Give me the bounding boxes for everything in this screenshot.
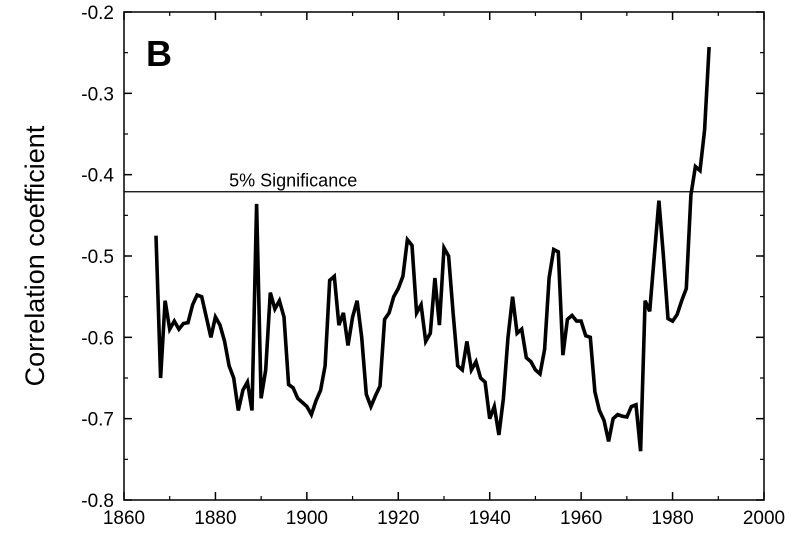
x-tick-label: 2000	[743, 508, 785, 529]
x-tick-label: 1920	[377, 508, 419, 529]
x-tick-label: 1880	[194, 508, 236, 529]
x-tick-label: 1960	[560, 508, 602, 529]
axis-ticks	[123, 11, 765, 501]
y-tick-label: -0.3	[81, 84, 114, 105]
y-tick-label: -0.5	[81, 247, 114, 268]
x-tick-label: 1900	[286, 508, 328, 529]
significance-label: 5% Significance	[229, 171, 357, 191]
y-tick-label: -0.2	[81, 3, 114, 24]
y-tick-label: -0.4	[81, 166, 114, 187]
correlation-series-line	[154, 46, 711, 452]
y-tick-label: -0.8	[81, 491, 114, 512]
x-tick-label: 1940	[469, 508, 511, 529]
x-tick-label: 1860	[103, 508, 145, 529]
tick-labels: 1860 1880 1900 1920 1940 1960 1980 2000 -0.8 -0.7…	[81, 3, 785, 529]
data-points	[156, 47, 709, 451]
y-tick-label: -0.7	[81, 410, 114, 431]
y-axis-title: Correlation coefficient	[20, 125, 50, 386]
x-tick-label: 1980	[651, 508, 693, 529]
y-tick-label: -0.6	[81, 328, 114, 349]
panel-label: B	[146, 33, 172, 74]
